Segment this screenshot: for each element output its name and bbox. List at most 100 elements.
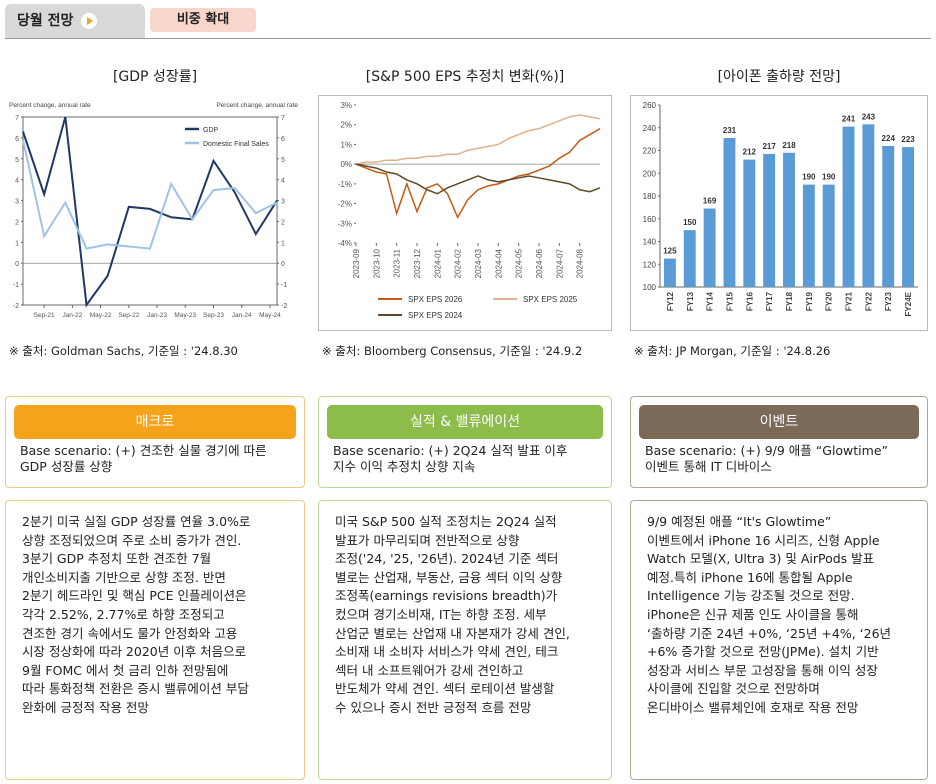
body-line: 2분기 미국 실질 GDP 성장률 연율 3.0%로 [22, 514, 251, 529]
x-tick-label: Sep-23 [203, 312, 224, 319]
x-tick-label: 2023-11 [393, 248, 402, 277]
bar [842, 126, 855, 287]
series-line [355, 128, 601, 220]
body-line: 견조한 경기 속에서도 물가 안정화와 고용 [22, 625, 238, 641]
x-tick-label: May-23 [174, 312, 196, 319]
data-label: 218 [782, 141, 796, 150]
y-tick-label: -3% [338, 219, 352, 228]
scenario-box: 실적 & 밸류에이션 Base scenario: (+) 2Q24 실적 발표 … [318, 396, 612, 488]
bar [703, 208, 716, 287]
scenario-line: Base scenario: (+) 2Q24 실적 발표 이후 [333, 443, 568, 458]
panel-header: 실적 & 밸류에이션 [327, 405, 603, 439]
x-tick-label: FY15 [725, 291, 734, 311]
scenario-line: 이벤트 통해 IT 디바이스 [645, 459, 772, 474]
y-tick-label: -2 [13, 303, 19, 310]
x-tick-label: 2024-01 [433, 248, 442, 278]
y-tick-label: 100 [643, 283, 657, 292]
y-tick-label: 180 [643, 192, 657, 201]
body-box: 9/9 예정된 애플 “It's Glowtime” 이벤트에서 iPhone 1… [630, 500, 928, 780]
x-tick-label: FY24E [904, 291, 913, 316]
y-tick-label: 3% [340, 101, 352, 110]
body-line: 온디바이스 밸류체인에 호재로 작용 전망 [647, 699, 859, 715]
data-label: 224 [882, 134, 896, 143]
y-tick-label: -1% [338, 180, 352, 189]
bar [882, 145, 895, 287]
body-line: 상향 조정되었으며 주로 소비 증가가 견인. [22, 532, 242, 548]
source: ※ 출처: JP Morgan, 기준일 : '24.8.26 [634, 344, 831, 358]
x-tick-label: Jan-24 [232, 312, 252, 319]
y2-tick-label: 2 [281, 219, 285, 226]
y-tick-label: 140 [643, 238, 657, 247]
y2-tick-label: -1 [281, 282, 287, 289]
body-line: 산업군 별로는 산업재 내 자본재가 강세 견인, [335, 625, 570, 641]
series-line [22, 116, 278, 308]
data-label: 190 [802, 173, 816, 182]
body-line: 조정폭(earnings revisions breadth)가 [335, 588, 558, 604]
body-line: 완화에 긍정적 작용 전망 [22, 699, 149, 715]
chart-title: [아이폰 출하량 전망] [717, 69, 841, 85]
play-icon [81, 13, 98, 29]
bar [802, 184, 815, 287]
chart: -2 -1 0 1 2 3 4 5 6 7 -2 -1 0 1 2 3 4 5 6 7 Percent change, … [9, 102, 298, 319]
x-tick-label: Sep-22 [118, 312, 139, 319]
y2-axis-label: Percent change, annual rate [216, 102, 298, 109]
x-tick-label: 2024-02 [454, 248, 463, 278]
x-tick-label: 2023-09 [352, 248, 361, 278]
body-line: Intelligence 기능 강조될 것으로 전망. [647, 588, 855, 604]
y2-tick-label: 3 [281, 199, 285, 206]
y2-tick-label: 0 [281, 261, 285, 268]
body-line: 별로는 산업재, 부동산, 금융 섹터 이익 상향 [335, 569, 563, 585]
y-tick-label: 0% [340, 160, 352, 169]
x-tick-label: FY18 [785, 291, 794, 311]
bar [783, 152, 795, 287]
x-tick-label: FY17 [765, 291, 774, 311]
series-line [22, 139, 278, 250]
y2-tick-label: 4 [281, 178, 285, 185]
body-line: 섹터 내 소프트웨어가 강세 견인하고 [335, 662, 524, 678]
data-label: 241 [842, 115, 856, 124]
bar [663, 258, 676, 287]
legend-label: Domestic Final Sales [203, 141, 269, 148]
x-tick-label: 2024-06 [535, 248, 544, 278]
x-tick-label: May-22 [90, 312, 112, 319]
y2-tick-label: 6 [281, 136, 285, 143]
scenario-box: 이벤트 Base scenario: (+) 9/9 애플 “Glowtime” 이… [630, 396, 928, 488]
y-tick-label: 200 [643, 169, 657, 178]
divider [5, 38, 931, 39]
y-tick-label: 260 [643, 101, 657, 110]
body-line: 수 있으나 증시 전반 긍정적 흐름 전망 [335, 699, 532, 715]
y-tick-label: 0 [15, 261, 19, 268]
bar [862, 124, 875, 288]
body-line: 발표가 마무리되며 전반적으로 상향 [335, 532, 520, 548]
y-tick-label: -4% [338, 239, 352, 248]
chart: 100 120 140 160 180 200 220 240 260 125 FY12 150 FY1… [630, 95, 928, 331]
bar [763, 153, 776, 287]
y-tick-label: 1% [340, 140, 352, 149]
y-tick-label: 7 [15, 115, 19, 122]
y-tick-label: 2% [340, 121, 352, 130]
bar [822, 184, 835, 287]
tab-label: 당월 전망 [17, 13, 74, 29]
x-tick-label: FY12 [666, 291, 675, 311]
body-line: 조정('24, '25, '26년). 2024년 기준 섹터 [335, 551, 559, 567]
body-line: 미국 S&P 500 실적 조정치는 2Q24 실적 [335, 514, 557, 529]
plot-frame [22, 116, 278, 306]
body-line: 컸으며 경기소비재, IT는 하향 조정. 세부 [335, 606, 547, 622]
body-line: 소비재 내 소비자 서비스가 약세 견인, 테크 [335, 644, 559, 660]
x-tick-label: Jan-22 [62, 312, 82, 319]
body-line: 9월 FOMC 에서 첫 금리 인하 전망됨에 [22, 662, 229, 678]
x-tick-label: FY21 [845, 291, 854, 311]
body-line: 9/9 예정된 애플 “It's Glowtime” [647, 514, 832, 529]
y2-tick-label: -2 [281, 303, 287, 310]
panel-header: 매크로 [14, 405, 296, 439]
y2-tick-label: 5 [281, 157, 285, 164]
legend-label: SPX EPS 2025 [523, 295, 578, 304]
data-label: 212 [743, 148, 757, 157]
x-tick-label: 2024-05 [515, 248, 524, 278]
x-tick-label: FY20 [825, 291, 834, 311]
stance: 비중 확대 [150, 8, 256, 32]
body-line: 이벤트에서 iPhone 16 시리즈, 신형 Apple [647, 532, 880, 548]
y-tick-label: -1 [13, 282, 19, 289]
body-line: 3분기 GDP 추정치 또한 견조한 7월 [22, 551, 212, 567]
